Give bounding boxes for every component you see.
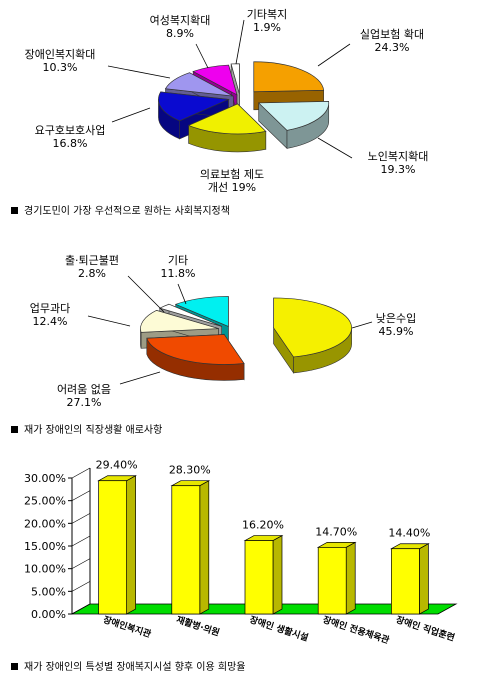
grid-diagonal xyxy=(71,558,91,569)
slice-value: 27.1% xyxy=(67,396,102,409)
pie-slice-0 xyxy=(273,297,352,374)
slice-value: 24.3% xyxy=(375,41,410,54)
slice-label: 의료보험 제도 xyxy=(200,168,264,181)
slice-label: 기타복지 xyxy=(247,8,287,21)
bar-value-label: 14.70% xyxy=(315,525,357,538)
leader-line xyxy=(87,315,131,327)
grid-diagonal xyxy=(71,581,91,592)
bar-4 xyxy=(390,543,430,615)
leader-line xyxy=(119,371,161,385)
bar-2 xyxy=(243,534,284,615)
slice-label: 장애인복지확대 xyxy=(25,48,96,61)
y-tick-label: 5.00% xyxy=(31,585,66,598)
bar-0 xyxy=(97,475,137,615)
pie-chart-social-welfare xyxy=(158,61,330,153)
leader-line xyxy=(317,137,353,159)
category-label: 장애인 전용체육관 xyxy=(321,613,391,646)
caption-bullet xyxy=(11,663,18,670)
leader-line xyxy=(351,321,373,329)
slice-value: 12.4% xyxy=(33,315,68,328)
slice-value: 11.8% xyxy=(161,267,196,280)
leader-line xyxy=(177,283,187,305)
caption-bullet xyxy=(11,207,18,214)
caption-work-difficulties: 재가 장애인의 직장생활 애로사항 xyxy=(24,423,162,436)
bar-value-label: 16.20% xyxy=(242,519,284,532)
grid-diagonal xyxy=(71,490,91,501)
grid-diagonal xyxy=(71,535,91,547)
y-tick-label: 30.00% xyxy=(24,472,66,485)
slice-label: 업무과다 xyxy=(30,302,70,315)
slice-value: 개선 19% xyxy=(208,181,256,194)
slice-label: 낮은수입 xyxy=(376,312,416,325)
slice-label: 노인복지확대 xyxy=(368,150,429,163)
grid-diagonal xyxy=(71,513,91,524)
y-tick-label: 10.00% xyxy=(24,563,66,576)
leader-line xyxy=(111,107,151,123)
slice-label: 실업보험 확대 xyxy=(360,28,424,41)
bar-value-label: 29.40% xyxy=(96,459,138,472)
leader-line xyxy=(127,275,165,313)
bar-chart-facility-usage: 0.00% 5.00% 10.00% 15.00% 20.00% 25.00% 30.00%… xyxy=(24,459,458,647)
bar-3 xyxy=(316,541,357,615)
bar-value-label: 28.30% xyxy=(169,464,211,477)
caption-social-welfare: 경기도민이 가장 우선적으로 원하는 사회복지정책 xyxy=(24,204,230,217)
bar-1 xyxy=(170,480,211,615)
slice-value: 1.9% xyxy=(253,21,281,34)
y-tick-label: 25.00% xyxy=(24,495,66,508)
slice-label: 요구호보호사업 xyxy=(35,124,106,137)
pie-slice-1 xyxy=(257,101,330,150)
leader-line xyxy=(317,43,351,67)
slice-label: 출·퇴근불편 xyxy=(65,254,119,267)
leader-line xyxy=(195,43,209,69)
category-label: 재활병·의원 xyxy=(175,613,221,638)
y-tick-label: 0.00% xyxy=(31,608,66,621)
caption-facility-usage: 재가 장애인의 특성별 장애복지시설 향후 이용 희망율 xyxy=(24,661,245,673)
leader-line xyxy=(107,65,171,79)
slice-value: 45.9% xyxy=(379,325,414,338)
category-label: 장애인 직업훈련 xyxy=(394,613,456,643)
slice-value: 8.9% xyxy=(166,27,194,40)
bar-value-label: 14.40% xyxy=(388,527,430,540)
category-label: 장애인복지관 xyxy=(102,613,154,640)
slice-value: 16.8% xyxy=(53,137,88,150)
slice-label: 여성복지확대 xyxy=(150,14,211,27)
y-tick-label: 15.00% xyxy=(24,540,66,553)
caption-bullet xyxy=(11,426,18,433)
category-label: 장애인 생활시설 xyxy=(248,613,310,643)
slice-label: 어려움 없음 xyxy=(57,383,111,396)
pie-slice-2 xyxy=(187,103,267,153)
leader-line xyxy=(235,19,245,65)
pie-chart-work-difficulties xyxy=(140,296,352,381)
slice-value: 2.8% xyxy=(78,267,106,280)
slice-value: 10.3% xyxy=(43,61,78,74)
slice-value: 19.3% xyxy=(381,163,416,176)
grid-diagonal xyxy=(71,467,91,479)
pie-slice-1 xyxy=(146,333,245,381)
y-tick-label: 20.00% xyxy=(24,517,66,530)
slice-label: 기타 xyxy=(168,254,188,267)
